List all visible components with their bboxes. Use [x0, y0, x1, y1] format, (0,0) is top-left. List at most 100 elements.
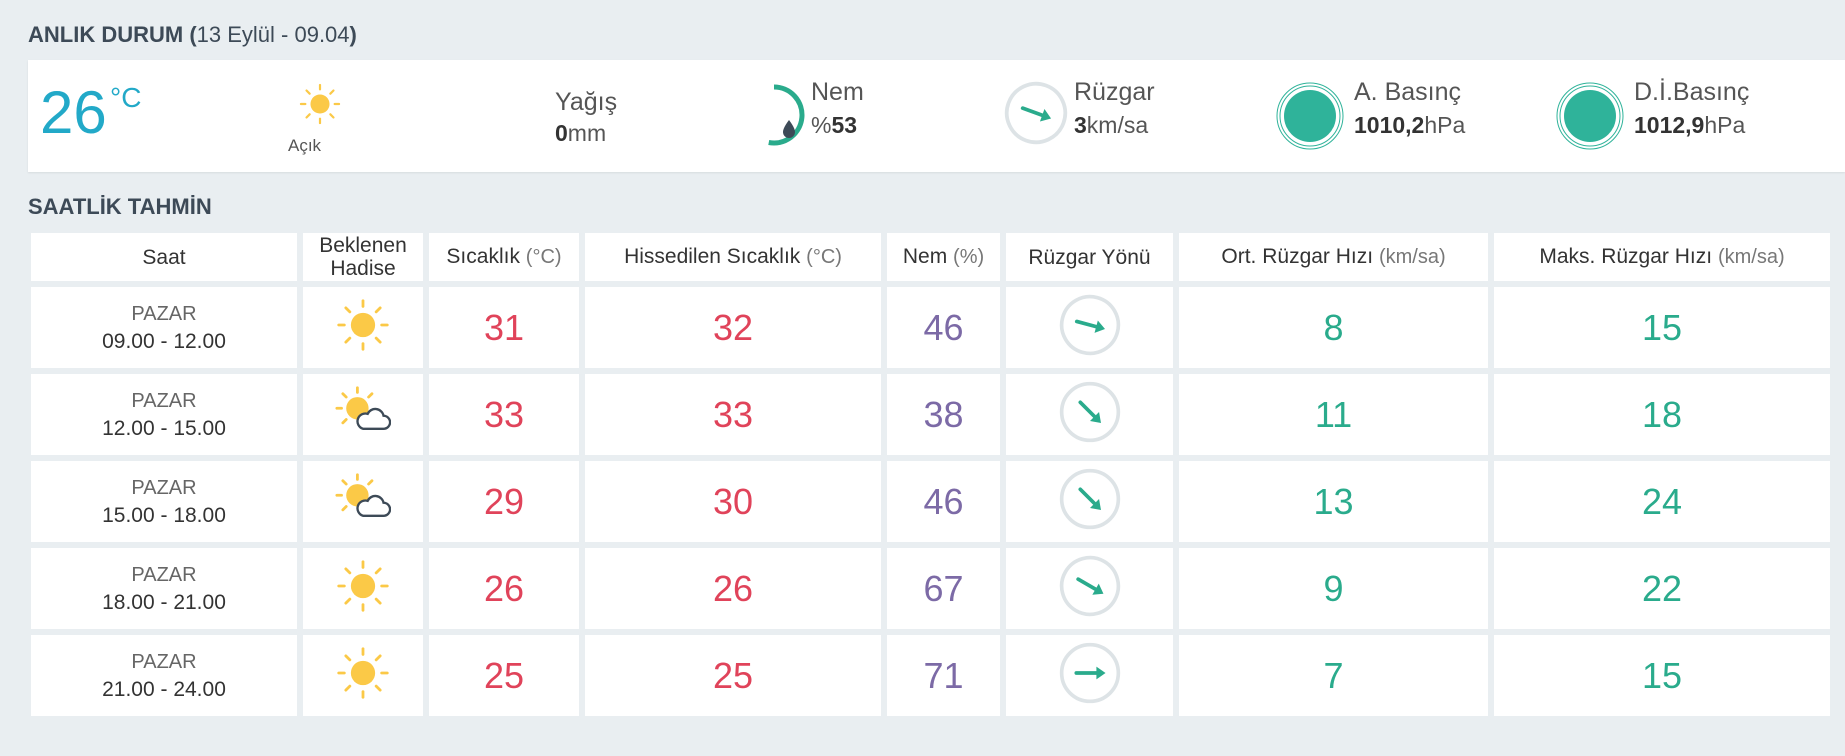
wind-direction-cell	[1006, 370, 1173, 455]
wind-arrow	[1047, 370, 1132, 454]
forecast-title: SAATLİK TAHMİN	[28, 194, 212, 219]
wind-icon	[1003, 80, 1069, 146]
rain-value: 0mm	[555, 120, 606, 147]
rain-unit: mm	[567, 120, 607, 146]
condition-icon	[335, 297, 391, 353]
wind-label: Rüzgar	[1074, 78, 1155, 106]
column-unit: (km/sa)	[1717, 246, 1785, 268]
feels-like: 32	[585, 287, 881, 368]
column-label: Hissedilen Sıcaklık	[624, 245, 801, 268]
time-cell: PAZAR 15.00 - 18.00	[31, 461, 297, 542]
humidity-value: %53	[811, 112, 857, 139]
column-header: Rüzgar Yönü	[1006, 233, 1173, 281]
day: PAZAR	[131, 302, 197, 325]
wind-average: 13	[1179, 461, 1488, 542]
title-close: )	[349, 22, 357, 47]
forecast-row: PAZAR 15.00 - 18.00 29 30 46 13 24	[31, 457, 1830, 542]
wind-average: 7	[1179, 635, 1488, 716]
feels-like: 26	[585, 548, 881, 629]
humidity: 46	[887, 287, 1000, 368]
time-range: 09.00 - 12.00	[102, 329, 226, 353]
column-label: Maks. Rüzgar Hızı	[1539, 245, 1713, 268]
title: ANLIK DURUM (	[28, 22, 197, 47]
wind-value: 3km/sa	[1074, 112, 1148, 139]
wind-max: 18	[1494, 374, 1830, 455]
temperature: 33	[429, 374, 579, 455]
section-title: ANLIK DURUM (13 Eylül - 09.04)	[28, 22, 357, 48]
temperature: 26	[40, 79, 107, 146]
condition-cell	[303, 287, 423, 368]
column-label: Sıcaklık	[446, 245, 520, 268]
column-label: Beklenen Hadise	[319, 234, 407, 280]
forecast-body: PAZAR 09.00 - 12.00 31 32 46 8 15 PAZAR 12.00 - …	[31, 287, 1830, 716]
wind-max: 22	[1494, 548, 1830, 629]
sea-pressure-value: 1012,9hPa	[1634, 112, 1745, 139]
column-header: Hissedilen Sıcaklık (°C)	[585, 233, 881, 281]
wind-max: 15	[1494, 635, 1830, 716]
column-unit: (°C)	[525, 246, 562, 268]
date: 13 Eylül - 09.04	[196, 22, 350, 47]
day: PAZAR	[131, 563, 197, 586]
time-cell: PAZAR 09.00 - 12.00	[31, 287, 297, 368]
column-unit: (%)	[953, 246, 985, 268]
condition-cell	[303, 635, 423, 716]
time-cell: PAZAR 21.00 - 24.00	[31, 635, 297, 716]
time-range: 15.00 - 18.00	[102, 503, 226, 527]
column-header: Beklenen Hadise	[303, 233, 423, 281]
wind-arrow	[1052, 288, 1127, 362]
sea-pressure-label: D.İ.Basınç	[1634, 78, 1750, 106]
drop-icon	[783, 120, 795, 138]
pressure-value: 1010,2hPa	[1354, 112, 1465, 139]
time-range: 21.00 - 24.00	[102, 677, 226, 701]
temperature: 25	[429, 635, 579, 716]
forecast-table: Saat Beklenen Hadise Sıcaklık (°C) Hissedil…	[25, 227, 1836, 722]
humidity-prefix: %	[811, 112, 832, 138]
humidity: 38	[887, 374, 1000, 455]
wind-average: 11	[1179, 374, 1488, 455]
pressure-amount: 1010,2	[1354, 112, 1425, 138]
forecast-row: PAZAR 12.00 - 15.00 33 33 38 11 18	[31, 370, 1830, 455]
header-row: Saat Beklenen Hadise Sıcaklık (°C) Hissedil…	[31, 233, 1830, 281]
humidity: 67	[887, 548, 1000, 629]
condition-icon	[335, 384, 391, 440]
pressure-label: A. Basınç	[1354, 78, 1461, 106]
wind-direction-cell	[1006, 457, 1173, 542]
condition-cell	[303, 548, 423, 629]
column-label: Ort. Rüzgar Hızı	[1221, 245, 1374, 268]
wind-arrow	[1047, 457, 1132, 541]
humidity: 46	[887, 461, 1000, 542]
forecast-row: PAZAR 21.00 - 24.00 25 25 71 7 15	[31, 635, 1830, 716]
wind-arrow	[1059, 642, 1120, 704]
wind-average: 9	[1179, 548, 1488, 629]
time-range: 18.00 - 21.00	[102, 590, 226, 614]
column-header: Maks. Rüzgar Hızı (km/sa)	[1494, 233, 1830, 281]
sea-pressure-icon	[1556, 82, 1624, 150]
pressure-unit: hPa	[1424, 112, 1466, 138]
wind-direction-cell	[1006, 545, 1173, 629]
feels-like: 33	[585, 374, 881, 455]
column-unit: (km/sa)	[1378, 246, 1446, 268]
condition-icon	[298, 82, 342, 126]
time-range: 12.00 - 15.00	[102, 416, 226, 440]
feels-like: 30	[585, 461, 881, 542]
temperature: 26	[429, 548, 579, 629]
column-label: Rüzgar Yönü	[1028, 245, 1151, 269]
sea-pressure-unit: hPa	[1704, 112, 1746, 138]
humidity-gauge	[768, 84, 805, 146]
column-header: Saat	[31, 233, 297, 281]
temperature: 31	[429, 287, 579, 368]
humidity: 71	[887, 635, 1000, 716]
column-unit: (°C)	[806, 246, 842, 268]
humidity-label: Nem	[811, 78, 864, 106]
forecast-row: PAZAR 18.00 - 21.00 26 26 67 9 22	[31, 545, 1830, 629]
current-panel: 26 °C Açık Yağış 0mm Nem %53 Rüzgar 3km/…	[28, 60, 1845, 172]
feels-like: 25	[585, 635, 881, 716]
column-label: Saat	[142, 245, 186, 269]
day: PAZAR	[131, 476, 197, 499]
column-header: Nem (%)	[887, 233, 1000, 281]
rain-label: Yağış	[555, 88, 618, 116]
column-header: Sıcaklık (°C)	[429, 233, 579, 281]
temperature-unit: °C	[110, 82, 142, 113]
